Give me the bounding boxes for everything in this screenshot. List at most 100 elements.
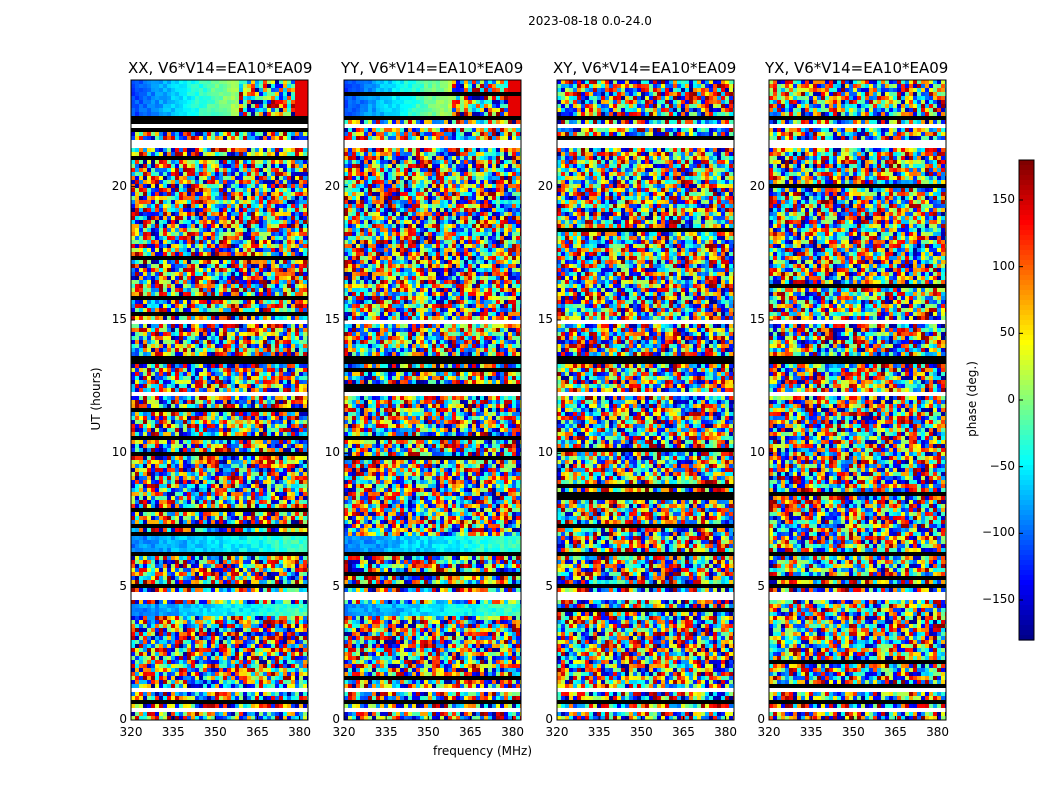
heatmap-cell: [135, 460, 139, 464]
heatmap-cell: [219, 500, 223, 504]
heatmap-cell: [215, 264, 219, 268]
heatmap-cell: [175, 332, 179, 336]
heatmap-cell: [139, 192, 143, 196]
heatmap-cell: [215, 460, 219, 464]
heatmap-cell: [199, 488, 203, 492]
heatmap-cell: [171, 280, 175, 284]
heatmap-cell: [143, 184, 147, 188]
heatmap-cell: [287, 160, 291, 164]
heatmap-cell: [227, 376, 231, 380]
heatmap-cell: [263, 400, 267, 404]
heatmap-cell: [287, 172, 291, 176]
heatmap-cell: [155, 136, 159, 140]
heatmap-cell: [223, 220, 227, 224]
heatmap-cell: [139, 540, 143, 544]
heatmap-cell: [195, 588, 199, 592]
heatmap-cell: [151, 504, 155, 508]
heatmap-cell: [215, 80, 219, 84]
heatmap-cell: [163, 384, 167, 388]
heatmap-cell: [263, 148, 267, 152]
heatmap-cell: [223, 352, 227, 356]
heatmap-cell: [159, 424, 163, 428]
heatmap-cell: [163, 176, 167, 180]
heatmap-cell: [215, 500, 219, 504]
heatmap-cell: [195, 348, 199, 352]
heatmap-cell: [131, 384, 135, 388]
heatmap-cell: [235, 448, 239, 452]
heatmap-cell: [155, 132, 159, 136]
heatmap-cell: [239, 164, 243, 168]
heatmap-cell: [235, 520, 239, 524]
heatmap-cell: [255, 612, 259, 616]
heatmap-cell: [183, 376, 187, 380]
heatmap-cell: [167, 252, 171, 256]
heatmap-cell: [291, 492, 295, 496]
heatmap-cell: [171, 304, 175, 308]
heatmap-cell: [215, 288, 219, 292]
heatmap-cell: [183, 172, 187, 176]
heatmap-cell: [155, 468, 159, 472]
heatmap-cell: [243, 612, 247, 616]
heatmap-cell: [167, 152, 171, 156]
heatmap-cell: [203, 604, 207, 608]
heatmap-cell: [179, 512, 183, 516]
heatmap-cell: [223, 560, 227, 564]
heatmap-cell: [283, 384, 287, 388]
heatmap-cell: [219, 188, 223, 192]
heatmap-cell: [167, 616, 171, 620]
heatmap-cell: [259, 264, 263, 268]
heatmap-cell: [191, 576, 195, 580]
heatmap-cell: [247, 284, 251, 288]
heatmap-cell: [247, 568, 251, 572]
heatmap-cell: [155, 208, 159, 212]
heatmap-cell: [299, 220, 303, 224]
heatmap-cell: [299, 284, 303, 288]
heatmap-cell: [295, 492, 299, 496]
heatmap-cell: [187, 152, 191, 156]
heatmap-cell: [155, 608, 159, 612]
heatmap-cell: [171, 200, 175, 204]
heatmap-cell: [283, 484, 287, 488]
heatmap-cell: [147, 268, 151, 272]
heatmap-cell: [299, 272, 303, 276]
heatmap-cell: [183, 516, 187, 520]
heatmap-cell: [179, 248, 183, 252]
heatmap-cell: [179, 428, 183, 432]
heatmap-cell: [151, 240, 155, 244]
heatmap-cell: [223, 132, 227, 136]
heatmap-cell: [231, 300, 235, 304]
heatmap-cell: [287, 344, 291, 348]
heatmap-cell: [263, 372, 267, 376]
heatmap-cell: [251, 292, 255, 296]
heatmap-cell: [235, 92, 239, 96]
heatmap-cell: [287, 240, 291, 244]
heatmap-cell: [263, 504, 267, 508]
heatmap-cell: [239, 488, 243, 492]
heatmap-cell: [239, 328, 243, 332]
heatmap-cell: [287, 364, 291, 368]
heatmap-cell: [279, 80, 283, 84]
heatmap-cell: [135, 168, 139, 172]
heatmap-cell: [215, 368, 219, 372]
heatmap-cell: [175, 236, 179, 240]
heatmap-cell: [255, 608, 259, 612]
heatmap-cell: [231, 576, 235, 580]
heatmap-cell: [227, 308, 231, 312]
heatmap-cell: [227, 388, 231, 392]
heatmap-cell: [235, 600, 239, 604]
heatmap-cell: [227, 500, 231, 504]
heatmap-cell: [131, 456, 135, 460]
heatmap-cell: [291, 568, 295, 572]
heatmap-cell: [199, 192, 203, 196]
heatmap-cell: [183, 564, 187, 568]
heatmap-cell: [255, 92, 259, 96]
heatmap-cell: [179, 216, 183, 220]
heatmap-cell: [135, 252, 139, 256]
heatmap-cell: [195, 444, 199, 448]
heatmap-cell: [143, 220, 147, 224]
heatmap-cell: [259, 516, 263, 520]
heatmap-cell: [179, 232, 183, 236]
heatmap-cell: [283, 340, 287, 344]
heatmap-cell: [227, 168, 231, 172]
heatmap-cell: [219, 264, 223, 268]
